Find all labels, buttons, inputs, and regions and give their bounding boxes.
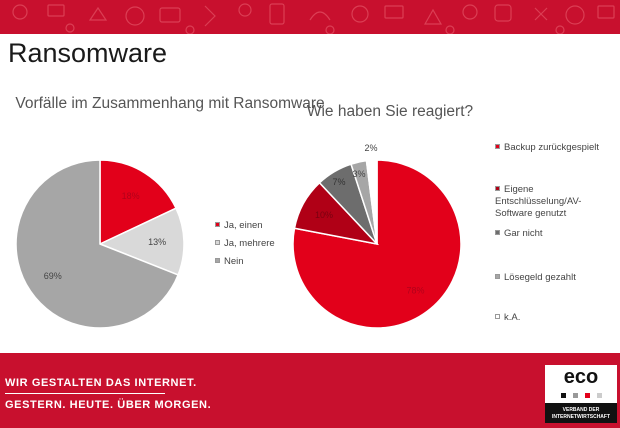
legend-label: Eigene Entschlüsselung/AV-Software genut…	[495, 184, 582, 219]
legend-swatch	[495, 314, 500, 319]
legend-swatch	[495, 230, 500, 235]
page-title: Ransomware	[8, 38, 168, 68]
eco-logo: eco VERBAND DER INTERNETWIRTSCHAFT	[545, 365, 617, 423]
legend-label: Nein	[224, 256, 244, 267]
legend-label: k.A.	[504, 312, 521, 323]
logo-subline-2: INTERNETWIRTSCHAFT	[551, 414, 611, 420]
logo-dots	[557, 393, 605, 399]
pie-chart-reaction: 78% 10% 7% 3% 2%	[292, 143, 462, 329]
legend-item-ja-einen: Ja, einen	[215, 220, 263, 232]
footer-bar	[0, 353, 620, 428]
data-label-gar-nicht: 7%	[332, 177, 345, 187]
pie-chart-incidents: 18% 13% 69%	[15, 159, 185, 329]
slogan-line-2: GESTERN. HEUTE. ÜBER MORGEN.	[5, 399, 212, 411]
legend-swatch	[215, 258, 220, 263]
data-label-ja-mehrere: 13%	[148, 237, 166, 247]
legend-label: Gar nicht	[504, 228, 543, 239]
legend-item-lo-segeld-gezahlt: Lösegeld gezahlt	[495, 272, 615, 284]
pie-slice-backup-zuru-ckgespielt	[292, 159, 462, 329]
data-label-lo-segeld-gezahlt: 3%	[352, 169, 365, 179]
top-banner	[0, 0, 620, 34]
data-label-nein: 69%	[44, 271, 62, 281]
pie-slice-ja-einen	[99, 159, 178, 246]
logo-subline-1: VERBAND DER	[562, 407, 600, 413]
chart-title-incidents: Vorfälle im Zusammenhang mit Ransomware	[15, 95, 325, 112]
data-label-ja-einen: 18%	[122, 191, 140, 201]
legend-label: Ja, einen	[224, 220, 263, 231]
pie-slice-k-a	[365, 159, 378, 245]
slogan-line-1: WIR GESTALTEN DAS INTERNET.	[5, 377, 197, 389]
data-label-k-a: 2%	[364, 143, 377, 153]
legend-label: Backup zurückgespielt	[504, 142, 600, 153]
logo-wordmark: eco	[563, 366, 599, 388]
charts-canvas: 18% 13% 69% 78% 10% 7% 3% 2%	[15, 143, 462, 329]
pie-slice-nein	[15, 159, 180, 329]
legend-item-k-a: k.A.	[495, 312, 615, 324]
slogan-divider	[5, 393, 165, 394]
legend-item-backup-zuru-ckgespielt: Backup zurückgespielt	[495, 142, 615, 154]
legend-swatch	[495, 186, 500, 191]
legend-item-nein: Nein	[215, 256, 244, 268]
chart-title-reaction: Wie haben Sie reagiert?	[306, 103, 474, 120]
legend-swatch	[215, 222, 220, 227]
logo-subline-bar: VERBAND DER INTERNETWIRTSCHAFT	[545, 403, 617, 423]
legend-swatch	[495, 274, 500, 279]
data-label-eigene-entschlu-sselung-av-software-genutzt: 10%	[315, 210, 333, 220]
legend-item-gar-nicht: Gar nicht	[495, 228, 615, 240]
legend-item-ja-mehrere: Ja, mehrere	[215, 238, 275, 250]
data-label-backup-zuru-ckgespielt: 78%	[407, 286, 425, 296]
pie-slice-ja-mehrere	[98, 207, 185, 276]
legend-swatch	[215, 240, 220, 245]
icon-pattern	[12, 3, 615, 34]
legend-swatch	[495, 144, 500, 149]
legend-label: Lösegeld gezahlt	[504, 272, 576, 283]
legend-item-eigene-entschlu-sselung-av-software-genutzt: Eigene Entschlüsselung/AV-Software genut…	[495, 184, 615, 220]
legend-label: Ja, mehrere	[224, 238, 275, 249]
